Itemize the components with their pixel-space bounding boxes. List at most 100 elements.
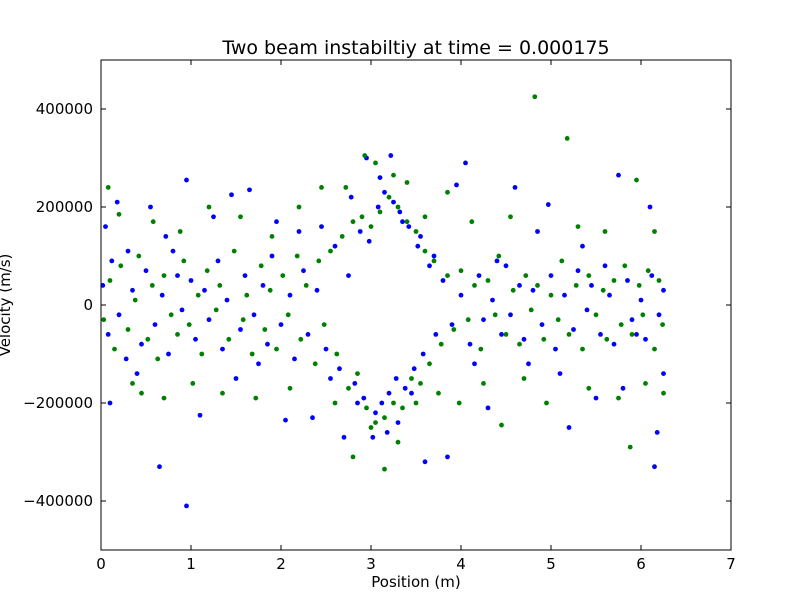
data-point — [602, 263, 608, 269]
data-point — [229, 192, 234, 198]
data-point — [402, 385, 408, 391]
data-point — [406, 224, 412, 230]
data-point — [332, 243, 338, 249]
data-point — [116, 312, 122, 318]
data-point — [184, 503, 189, 509]
data-point — [458, 268, 464, 274]
data-point — [149, 283, 155, 288]
data-point — [125, 248, 131, 254]
x-tick-label: 5 — [546, 555, 556, 573]
data-point — [494, 258, 500, 264]
data-point — [438, 341, 444, 347]
data-point — [418, 234, 423, 239]
data-point — [548, 273, 554, 278]
data-point — [580, 243, 585, 249]
data-point — [634, 332, 639, 337]
data-point — [526, 361, 531, 367]
data-point — [607, 292, 612, 298]
data-point — [346, 273, 351, 278]
data-point — [301, 268, 306, 274]
y-tick-label: 400000 — [36, 100, 93, 118]
data-point — [559, 258, 565, 264]
data-point — [467, 341, 473, 347]
data-point — [123, 356, 129, 362]
data-point — [611, 278, 617, 283]
data-point — [190, 381, 196, 386]
data-point — [485, 405, 491, 411]
data-point — [643, 381, 648, 386]
data-point — [321, 322, 327, 327]
data-point — [332, 400, 338, 406]
data-point — [440, 278, 446, 283]
data-point — [499, 332, 504, 337]
data-point — [379, 400, 385, 406]
data-point — [202, 287, 207, 293]
data-point — [130, 381, 135, 386]
data-point — [267, 287, 273, 293]
data-point — [472, 361, 477, 367]
data-point — [400, 219, 405, 225]
data-point — [305, 332, 311, 337]
data-point — [103, 224, 108, 230]
data-point — [231, 248, 237, 254]
data-point — [431, 258, 437, 264]
x-tick-label: 6 — [636, 555, 646, 573]
data-point — [469, 219, 475, 225]
data-point — [262, 327, 268, 332]
data-point — [629, 317, 635, 323]
data-point — [247, 187, 252, 193]
data-point — [211, 214, 216, 220]
data-point — [175, 273, 180, 278]
data-point — [622, 263, 628, 269]
data-point — [125, 327, 131, 332]
data-point — [636, 283, 642, 288]
data-point — [530, 287, 536, 293]
data-point — [355, 371, 360, 376]
data-point — [217, 283, 223, 288]
data-point — [422, 214, 428, 220]
data-point — [553, 346, 558, 352]
data-point — [145, 336, 151, 342]
data-point — [391, 400, 396, 406]
data-point — [422, 248, 428, 254]
data-point — [503, 332, 509, 337]
data-point — [278, 322, 284, 327]
data-point — [350, 219, 356, 225]
data-point — [206, 317, 212, 323]
data-point — [242, 273, 248, 278]
data-point — [395, 204, 401, 210]
data-point — [265, 341, 270, 347]
data-point — [593, 395, 599, 401]
data-point — [249, 351, 255, 357]
data-point — [661, 287, 666, 293]
data-point — [386, 390, 392, 396]
data-point — [364, 405, 369, 411]
x-tick-label: 3 — [366, 555, 376, 573]
scatter-points — [100, 94, 666, 509]
data-point — [496, 253, 502, 259]
data-point — [348, 194, 354, 200]
data-point — [316, 258, 322, 264]
data-point — [433, 332, 439, 337]
data-point — [411, 366, 417, 372]
data-point — [445, 273, 450, 278]
data-point — [352, 381, 358, 386]
plot-frame — [100, 59, 732, 551]
data-point — [404, 219, 410, 225]
data-point — [472, 283, 477, 288]
data-point — [274, 219, 279, 225]
data-point — [148, 204, 153, 210]
data-point — [660, 322, 665, 327]
x-tick-label: 7 — [726, 555, 736, 573]
data-point — [386, 194, 392, 200]
data-point — [647, 204, 653, 210]
data-point — [179, 307, 185, 313]
data-point — [382, 466, 387, 472]
data-point — [652, 346, 657, 352]
data-point — [112, 346, 117, 352]
data-point — [643, 336, 648, 342]
data-point — [283, 417, 288, 423]
data-point — [269, 234, 275, 239]
data-point — [418, 381, 423, 386]
data-point — [445, 454, 450, 460]
